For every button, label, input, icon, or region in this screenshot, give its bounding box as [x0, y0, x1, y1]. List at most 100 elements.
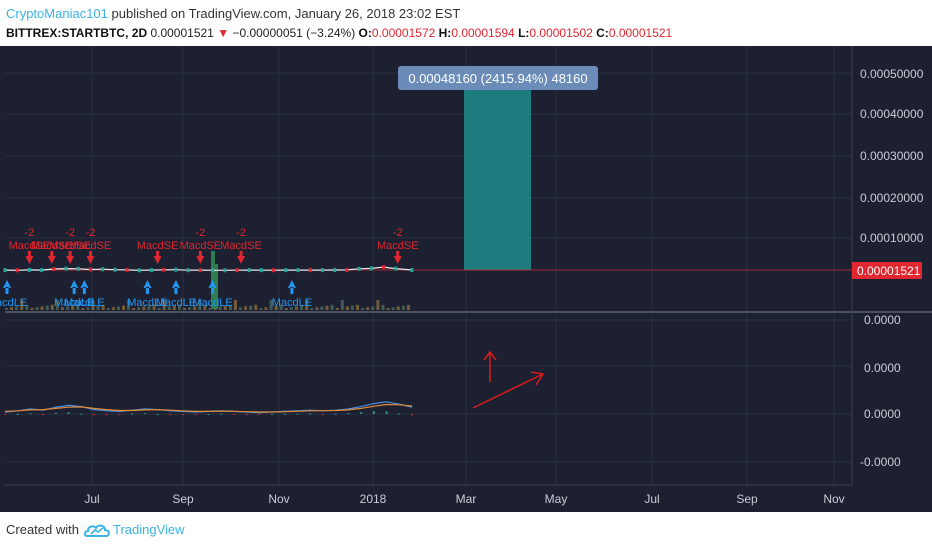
macd-histogram-bar	[309, 413, 312, 415]
volume-bar	[5, 308, 8, 310]
macd-histogram-bar	[411, 414, 413, 416]
volume-bar	[20, 300, 24, 310]
price-line	[4, 266, 413, 271]
signal-quantity: -2	[65, 227, 75, 239]
macd-series	[4, 401, 413, 416]
low-label: L:	[518, 26, 530, 40]
volume-bar	[198, 300, 202, 310]
macd-tick: -0.0000	[860, 455, 901, 469]
signal-label-buy: MacdLE	[156, 297, 196, 309]
macd-histogram-bar	[321, 414, 324, 415]
volume-bar	[345, 306, 349, 310]
price-candle	[137, 268, 141, 273]
signal-label-buy: MacdLE	[0, 297, 27, 309]
price-candle	[235, 268, 239, 273]
volume-bar	[172, 305, 176, 310]
buy-arrow-icon	[287, 280, 296, 294]
volume-bar	[137, 307, 141, 310]
volume-bar	[211, 251, 215, 309]
volume-bar	[132, 308, 136, 310]
price-series	[3, 265, 414, 273]
sell-arrow-icon	[153, 251, 162, 264]
volume-bar	[254, 304, 258, 310]
signal-label-sell: MacdSE	[137, 240, 179, 252]
close-value: 0.00001521	[608, 26, 673, 40]
down-arrow-icon: ▼	[217, 26, 230, 40]
price-tick: 0.00050000	[860, 67, 924, 81]
price-candle	[76, 266, 80, 271]
volume-bar	[152, 304, 156, 310]
volume-bar	[361, 308, 365, 310]
chart-canvas[interactable]: 0.00048160 (2415.94%) 48160 -2MacdSE-2Ma…	[0, 46, 932, 512]
current-price-badge	[852, 262, 922, 279]
volume-bar	[305, 300, 309, 310]
measure-range-box[interactable]	[464, 86, 531, 270]
price-candle	[162, 267, 166, 272]
time-tick: Mar	[456, 492, 477, 506]
macd-histogram-bar	[80, 413, 83, 415]
volume-bar	[356, 304, 360, 310]
chart-header: CryptoManiac101 published on TradingView…	[0, 0, 932, 46]
volume-bars	[5, 251, 410, 310]
buy-arrow-icon	[3, 280, 12, 294]
macd-histogram-bar	[105, 414, 108, 416]
volume-bar	[215, 264, 218, 309]
price-axis[interactable]: 0.00050000 0.00040000 0.00030000 0.00020…	[851, 46, 924, 485]
macd-histogram-bar	[194, 414, 197, 415]
price-candle	[101, 267, 105, 272]
signal-label-sell: MacdSE	[180, 240, 222, 252]
author-link[interactable]: CryptoManiac101	[6, 6, 108, 21]
annotation-arrows[interactable]	[472, 350, 545, 409]
volume-bar	[30, 308, 34, 310]
price-candle	[320, 268, 324, 273]
signal-quantity: -2	[25, 227, 35, 239]
volume-bar	[157, 308, 161, 310]
price-candle	[369, 266, 373, 271]
price-candle	[186, 268, 190, 273]
tradingview-link[interactable]: TradingView	[113, 522, 185, 537]
tradingview-cloud-icon[interactable]	[84, 520, 110, 540]
macd-histogram-bar	[347, 413, 350, 415]
macd-histogram-bar	[232, 414, 235, 415]
macd-histogram-bar	[93, 414, 96, 416]
price-candle	[3, 268, 7, 273]
time-tick: Jul	[84, 492, 99, 506]
volume-bar	[127, 300, 131, 310]
volume-bar	[376, 300, 380, 310]
open-label: O:	[358, 26, 372, 40]
sell-arrow-icon	[47, 251, 56, 264]
price-candle	[308, 268, 312, 273]
annotation-arrow-diagonal[interactable]	[472, 371, 545, 409]
volume-bar	[106, 308, 110, 310]
volume-bar	[162, 300, 166, 310]
volume-bar	[55, 300, 59, 310]
volume-bar	[315, 307, 319, 310]
signal-label-sell: MacdSE	[9, 240, 51, 252]
annotation-arrow-up[interactable]	[483, 350, 497, 382]
macd-histogram-bar	[143, 413, 146, 415]
price-candle	[259, 268, 263, 273]
volume-bar	[406, 304, 410, 310]
volume-bar	[264, 307, 268, 310]
price-candle	[211, 268, 215, 273]
buy-arrow-icon	[80, 280, 89, 294]
sell-arrow-icon	[393, 251, 402, 264]
symbol-label: BITTREX:STARTBTC, 2D	[6, 26, 148, 40]
signal-label-buy: MacdLE	[272, 297, 312, 309]
price-candle	[247, 268, 251, 273]
price-tick: 0.00010000	[860, 231, 924, 245]
volume-bar	[218, 306, 222, 310]
volume-bar	[183, 308, 187, 310]
volume-bar	[391, 307, 395, 310]
volume-bar	[325, 305, 329, 310]
macd-histogram-bar	[131, 413, 134, 415]
volume-bar	[350, 305, 354, 310]
volume-bar	[401, 305, 405, 310]
price-candle	[150, 268, 154, 273]
volume-bar	[366, 307, 370, 310]
time-axis[interactable]: Jul Sep Nov 2018 Mar May Jul Sep Nov	[5, 484, 852, 506]
signal-label-sell: MacdSE	[31, 240, 73, 252]
volume-bar	[45, 305, 49, 310]
macd-histogram-bar	[156, 414, 159, 415]
time-tick: Jul	[644, 492, 659, 506]
